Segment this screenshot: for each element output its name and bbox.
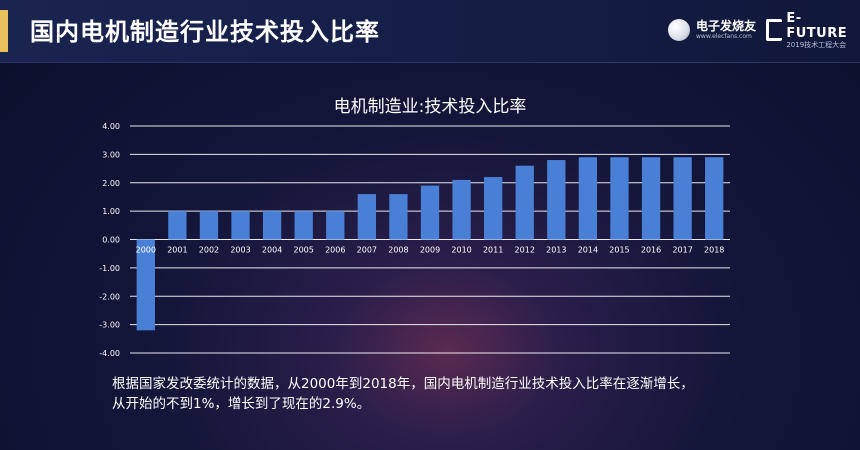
bar-2007	[357, 194, 376, 240]
y-tick-label: -4.00	[99, 349, 120, 358]
x-tick-label: 2001	[167, 246, 187, 255]
x-tick-label: 2007	[357, 246, 377, 255]
bar-2012	[515, 165, 534, 240]
bar-2005	[294, 211, 313, 240]
bar-2014	[578, 157, 598, 240]
page-title: 国内电机制造行业技术投入比率	[30, 18, 380, 46]
x-tick-label: 2015	[609, 246, 629, 255]
x-tick-label: 2013	[546, 246, 566, 255]
caption-line-1: 根据国家发改委统计的数据，从2000年到2018年，国内电机制造行业技术投入比率…	[112, 376, 694, 392]
x-tick-label: 2014	[578, 246, 598, 255]
y-tick-label: -3.00	[99, 321, 120, 330]
bar-2004	[262, 211, 282, 240]
y-tick-label: 4.00	[102, 122, 120, 131]
bar-2008	[389, 194, 408, 240]
header-bar: 国内电机制造行业技术投入比率 电子发烧友 www.elecfans.com E-…	[0, 0, 860, 63]
bar-2013	[547, 160, 566, 240]
bar-2015	[610, 157, 629, 240]
bar-2017	[673, 157, 692, 240]
x-tick-label: 2010	[451, 246, 471, 255]
bar-2002	[199, 211, 219, 240]
elecfans-logo: 电子发烧友 www.elecfans.com	[668, 10, 764, 50]
x-tick-label: 2012	[515, 246, 535, 255]
x-tick-label: 2011	[483, 246, 503, 255]
efuture-logo: E-FUTURE 2019技术工程大会	[766, 8, 854, 52]
efuture-logo-subtitle: 2019技术工程大会	[786, 40, 847, 49]
bar-2001	[168, 211, 187, 240]
efuture-logo-icon	[766, 19, 783, 41]
bar-2011	[484, 177, 503, 240]
x-tick-label: 2018	[704, 246, 724, 255]
bar-2018	[705, 157, 724, 240]
y-tick-label: -1.00	[99, 264, 120, 273]
bar-2000	[136, 239, 155, 331]
x-tick-label: 2017	[672, 246, 692, 255]
caption-text: 根据国家发改委统计的数据，从2000年到2018年，国内电机制造行业技术投入比率…	[112, 374, 752, 414]
x-tick-label: 2002	[199, 246, 219, 255]
y-tick-label: 1.00	[102, 207, 120, 216]
bar-2009	[420, 185, 440, 240]
y-tick-label: 0.00	[102, 236, 120, 245]
x-tick-label: 2003	[230, 246, 250, 255]
y-tick-label: 3.00	[102, 150, 120, 159]
x-tick-label: 2008	[388, 246, 408, 255]
x-tick-label: 2009	[420, 246, 440, 255]
x-tick-label: 2000	[136, 246, 156, 255]
x-tick-label: 2004	[262, 246, 282, 255]
bar-2016	[641, 157, 661, 240]
x-tick-label: 2005	[294, 246, 314, 255]
x-tick-label: 2016	[641, 246, 661, 255]
elecfans-logo-icon	[668, 19, 690, 41]
elecfans-logo-name: 电子发烧友	[696, 18, 757, 33]
caption-line-2: 从开始的不到1%，增长到了现在的2.9%。	[112, 396, 371, 412]
bar-2006	[326, 211, 345, 240]
x-tick-label: 2006	[325, 246, 345, 255]
bar-2003	[231, 211, 250, 240]
title-accent-bar	[0, 10, 8, 52]
chart-title: 电机制造业:技术投入比率	[333, 97, 527, 117]
efuture-logo-name: E-FUTURE	[786, 10, 848, 41]
y-tick-label: -2.00	[99, 292, 120, 301]
y-tick-label: 2.00	[102, 179, 120, 188]
bar-2010	[452, 179, 471, 240]
elecfans-logo-url: www.elecfans.com	[696, 32, 752, 40]
